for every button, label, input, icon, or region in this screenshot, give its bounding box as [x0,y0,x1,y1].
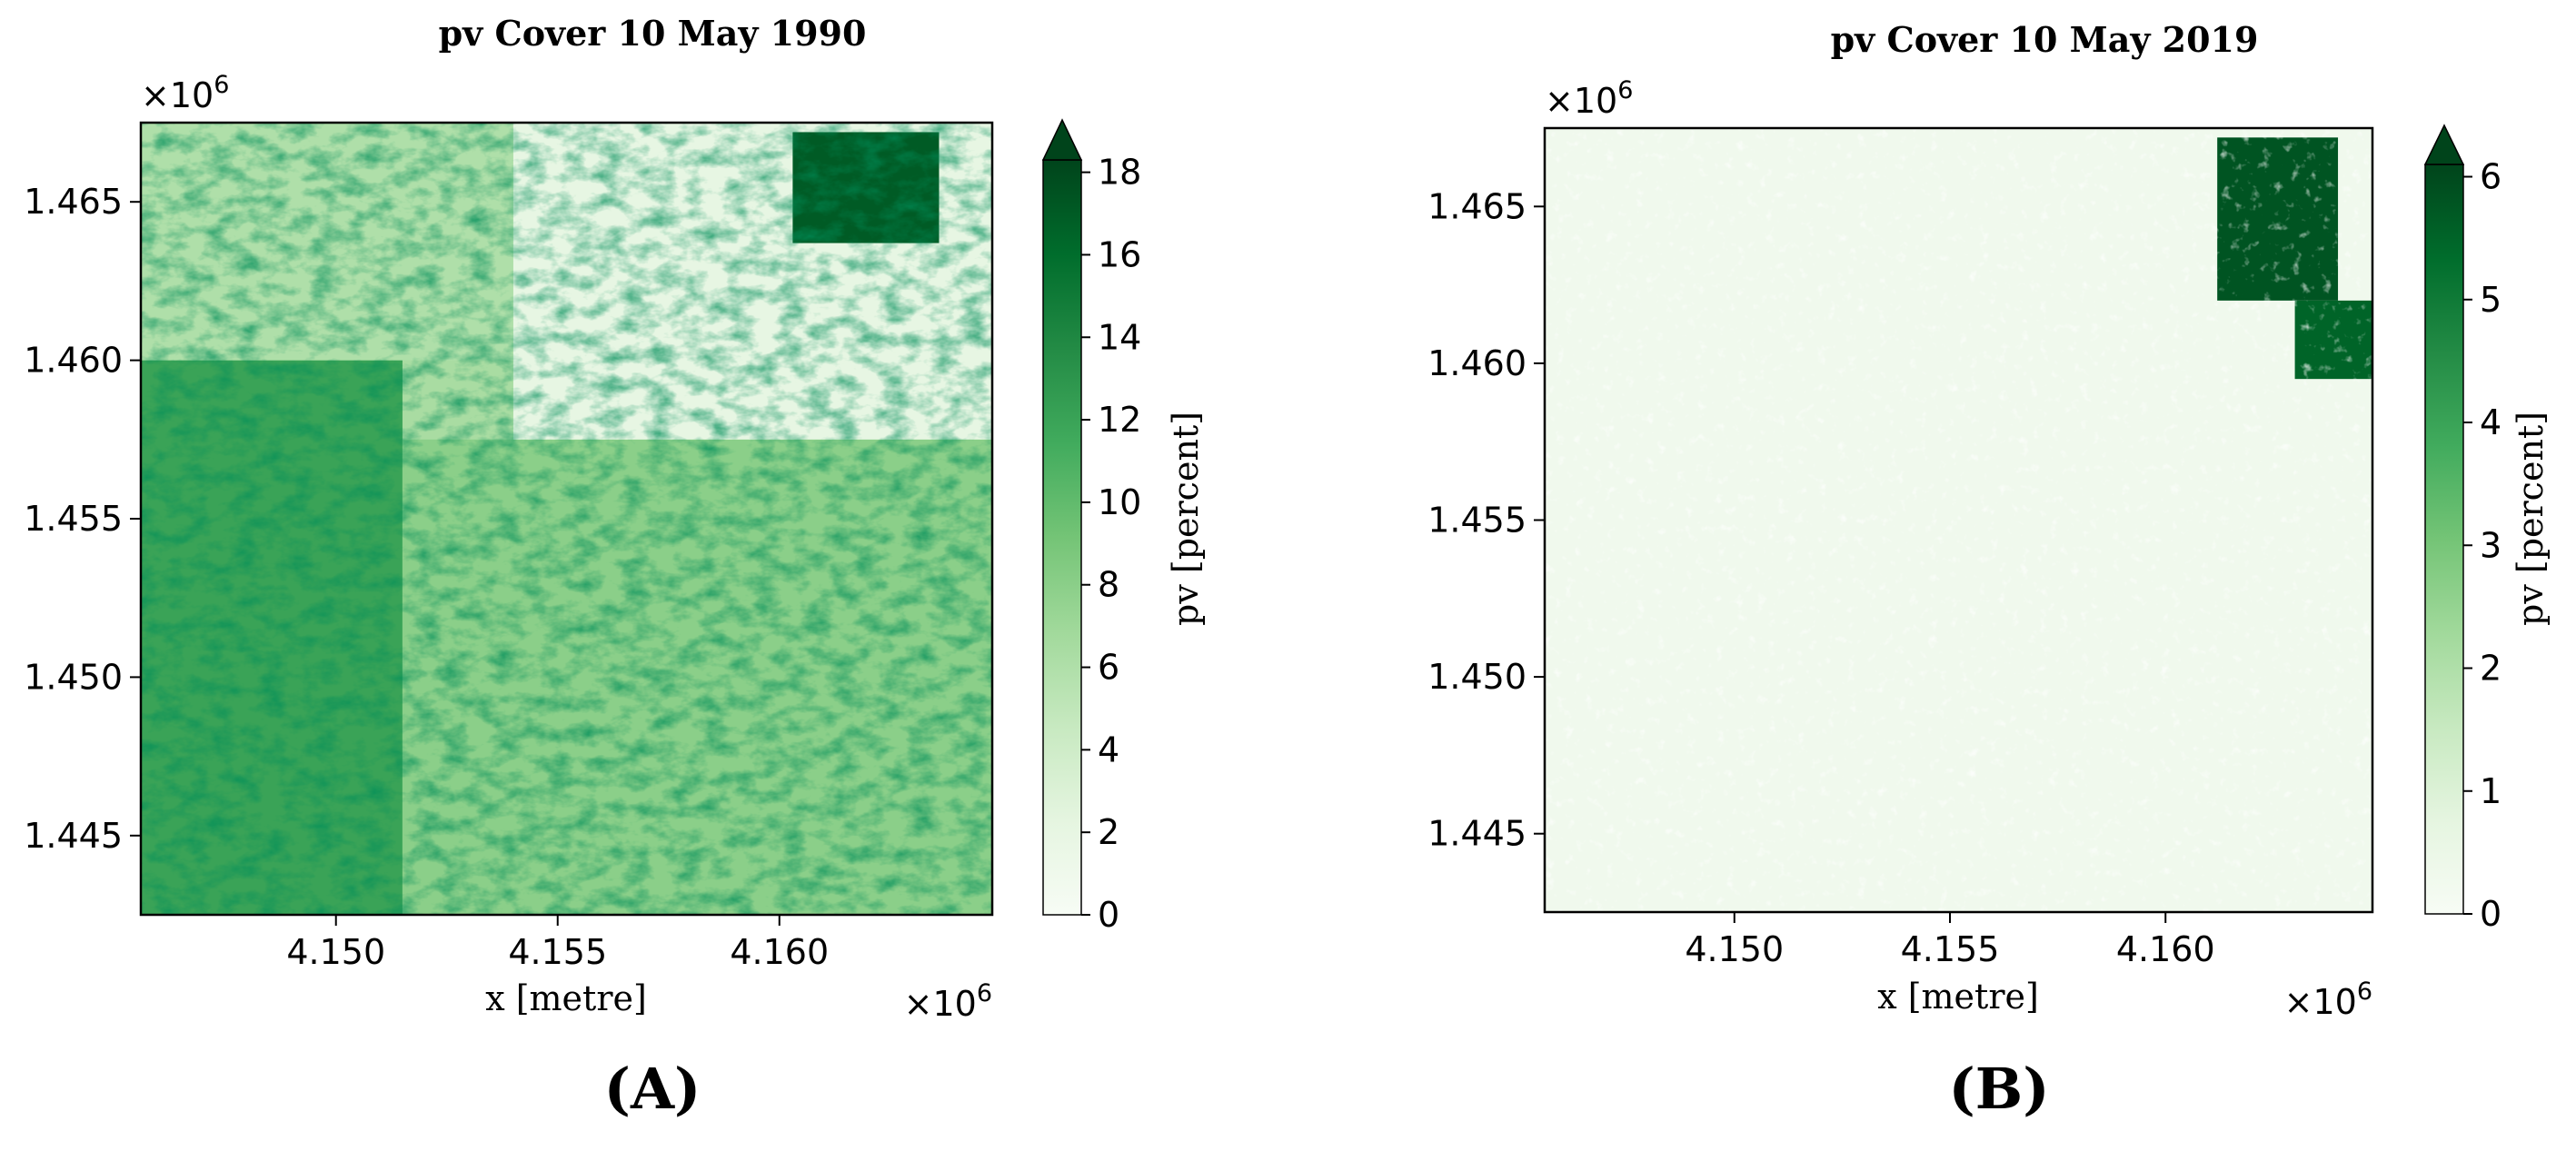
colorbar-label: pv [percent] [1166,412,1206,626]
panel-a: pv Cover 10 May 1990 1.445 1.450 1.455 1.46… [24,13,1206,1122]
x-multiplier: ×106 [904,979,992,1024]
colorbar-extend-arrow [2423,124,2465,165]
colorbar-tick-label: 10 [1098,482,1141,522]
heatmap-area [141,123,993,916]
colorbar-tick-label: 4 [2480,402,2501,442]
colorbar-tick-label: 6 [2480,157,2501,197]
colorbar-axis: 0 1 2 3 4 5 6 [2463,157,2501,934]
y-multiplier: ×106 [141,71,229,115]
colorbar-tick-label: 8 [1098,565,1119,605]
y-tick-label: 1.455 [24,499,123,539]
y-tick-label: 1.445 [24,816,123,856]
colorbar-tick-label: 3 [2480,525,2501,565]
y-tick-label: 1.460 [24,341,123,381]
x-tick-label: 4.155 [1901,929,2000,969]
x-tick-label: 4.160 [730,932,829,972]
y-tick-label: 1.465 [24,182,123,222]
panel-b: pv Cover 10 May 2019 1.445 1.450 1.455 1.46… [1427,19,2551,1122]
colorbar-tick-label: 4 [1098,729,1119,769]
x-axis-label: x [metre] [1877,977,2039,1017]
x-tick-label: 4.150 [286,932,385,972]
chart-title: pv Cover 10 May 1990 [439,13,867,54]
y-tick-label: 1.445 [1427,814,1527,854]
heatmap-texture [1545,128,2372,912]
chart-title: pv Cover 10 May 2019 [1831,19,2259,60]
panel-label: (B) [1948,1056,2049,1122]
colorbar-tick-label: 6 [1098,648,1119,688]
y-tick-label: 1.455 [1427,501,1527,541]
x-tick-label: 4.155 [508,932,607,972]
y-tick-label: 1.450 [1427,657,1527,697]
y-tick-label: 1.460 [1427,343,1527,383]
x-tick-label: 4.160 [2116,929,2215,969]
colorbar-tick-label: 1 [2480,771,2501,811]
colorbar-tick-label: 12 [1098,400,1141,440]
colorbar [1042,159,1082,916]
x-axis: 4.150 4.155 4.160 [1685,912,2215,969]
panel-label: (A) [604,1056,701,1122]
colorbar-tick-label: 0 [2480,894,2501,934]
colorbar-tick-label: 5 [2480,280,2501,320]
y-tick-label: 1.465 [1427,186,1527,226]
colorbar-tick-label: 2 [2480,649,2501,689]
colorbar-label: pv [percent] [2511,412,2551,626]
colorbar-extend-arrow [1041,118,1083,161]
colorbar-tick-label: 14 [1098,317,1141,357]
colorbar-tick-label: 0 [1098,895,1119,935]
x-axis-label: x [metre] [485,978,647,1018]
colorbar-tick-label: 2 [1098,812,1119,852]
x-multiplier: ×106 [2284,977,2372,1022]
colorbar-tick-label: 18 [1098,153,1141,193]
y-axis: 1.445 1.450 1.455 1.460 1.465 [1427,186,1545,854]
x-tick-label: 4.150 [1685,929,1784,969]
colorbar-axis: 0 2 4 6 8 10 12 14 16 18 [1081,153,1141,935]
y-axis: 1.445 1.450 1.455 1.460 1.465 [24,182,141,856]
heatmap-area [1545,128,2372,912]
y-tick-label: 1.450 [24,657,123,697]
x-axis: 4.150 4.155 4.160 [286,915,829,972]
colorbar [2424,164,2464,915]
heatmap-texture [141,123,992,915]
y-multiplier: ×106 [1545,76,1633,121]
colorbar-tick-label: 16 [1098,234,1141,274]
